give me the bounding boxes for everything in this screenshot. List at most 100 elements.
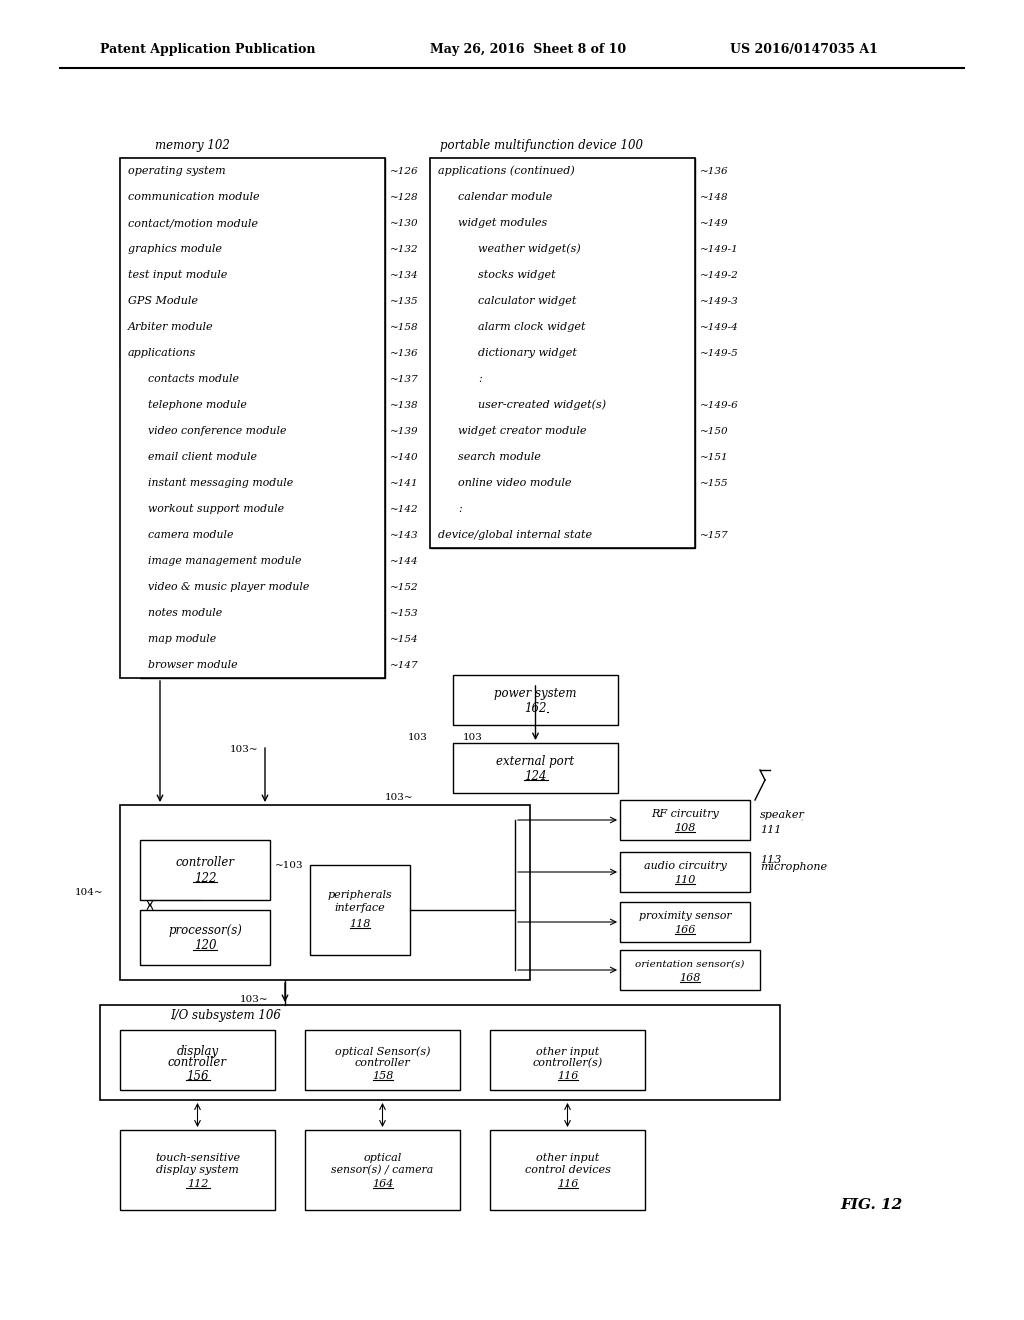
Text: ~147: ~147 bbox=[390, 660, 419, 669]
Text: peripherals: peripherals bbox=[328, 890, 392, 900]
Text: ~130: ~130 bbox=[390, 219, 419, 227]
Text: weather widget(s): weather widget(s) bbox=[478, 244, 581, 255]
Text: Patent Application Publication: Patent Application Publication bbox=[100, 44, 315, 57]
Text: ~152: ~152 bbox=[390, 582, 419, 591]
Bar bbox=[305, 1130, 460, 1210]
Text: ~149-5: ~149-5 bbox=[700, 348, 738, 358]
Text: ~149-6: ~149-6 bbox=[700, 400, 738, 409]
Text: email client module: email client module bbox=[148, 451, 257, 462]
Text: 164: 164 bbox=[372, 1179, 393, 1189]
Bar bbox=[120, 288, 385, 314]
Text: display: display bbox=[176, 1045, 218, 1059]
Text: ~149-4: ~149-4 bbox=[700, 322, 738, 331]
Bar bbox=[140, 652, 385, 678]
Text: ~158: ~158 bbox=[390, 322, 419, 331]
Bar bbox=[450, 418, 695, 444]
Text: 158: 158 bbox=[372, 1071, 393, 1081]
Text: ~154: ~154 bbox=[390, 635, 419, 644]
Text: touch-sensitive: touch-sensitive bbox=[155, 1152, 240, 1163]
Bar bbox=[120, 1030, 275, 1090]
Text: instant messaging module: instant messaging module bbox=[148, 478, 293, 488]
Bar bbox=[120, 183, 385, 210]
Text: communication module: communication module bbox=[128, 191, 260, 202]
Bar bbox=[120, 805, 530, 979]
Text: optical: optical bbox=[364, 1152, 401, 1163]
Text: I/O subsystem 106: I/O subsystem 106 bbox=[170, 1008, 281, 1022]
Text: user-created widget(s): user-created widget(s) bbox=[478, 400, 606, 411]
Bar bbox=[140, 521, 385, 548]
Bar bbox=[620, 851, 750, 892]
Bar bbox=[140, 840, 270, 900]
Bar bbox=[470, 236, 695, 261]
Text: contacts module: contacts module bbox=[148, 374, 239, 384]
Text: 116: 116 bbox=[557, 1179, 579, 1189]
Bar bbox=[305, 1030, 460, 1090]
Bar bbox=[430, 521, 695, 548]
Text: sensor(s) / camera: sensor(s) / camera bbox=[332, 1164, 433, 1175]
Text: ~142: ~142 bbox=[390, 504, 419, 513]
Text: 103~: 103~ bbox=[230, 746, 259, 755]
Text: 103~: 103~ bbox=[240, 995, 268, 1005]
Text: alarm clock widget: alarm clock widget bbox=[478, 322, 586, 333]
Bar bbox=[450, 496, 695, 521]
Text: ~149-1: ~149-1 bbox=[700, 244, 738, 253]
Text: ~138: ~138 bbox=[390, 400, 419, 409]
Bar bbox=[140, 496, 385, 521]
Bar bbox=[450, 210, 695, 236]
Text: US 2016/0147035 A1: US 2016/0147035 A1 bbox=[730, 44, 878, 57]
Text: 124: 124 bbox=[524, 770, 547, 783]
Text: :: : bbox=[458, 504, 462, 513]
Text: May 26, 2016  Sheet 8 of 10: May 26, 2016 Sheet 8 of 10 bbox=[430, 44, 626, 57]
Text: operating system: operating system bbox=[128, 166, 225, 176]
Bar bbox=[140, 548, 385, 574]
Text: other input: other input bbox=[536, 1047, 599, 1057]
Bar bbox=[140, 444, 385, 470]
Bar bbox=[140, 366, 385, 392]
Text: online video module: online video module bbox=[458, 478, 571, 488]
Text: widget modules: widget modules bbox=[458, 218, 547, 228]
Text: portable multifunction device 100: portable multifunction device 100 bbox=[440, 139, 643, 152]
Text: audio circuitry: audio circuitry bbox=[644, 861, 726, 871]
Bar bbox=[120, 210, 385, 236]
Bar bbox=[620, 950, 760, 990]
Bar bbox=[470, 314, 695, 341]
Text: ~149-3: ~149-3 bbox=[700, 297, 738, 305]
Text: ~135: ~135 bbox=[390, 297, 419, 305]
Text: 116: 116 bbox=[557, 1071, 579, 1081]
Text: orientation sensor(s): orientation sensor(s) bbox=[635, 960, 744, 969]
Text: 118: 118 bbox=[349, 919, 371, 929]
Text: workout support module: workout support module bbox=[148, 504, 284, 513]
Text: calendar module: calendar module bbox=[458, 191, 552, 202]
Text: ~136: ~136 bbox=[390, 348, 419, 358]
Text: image management module: image management module bbox=[148, 556, 301, 566]
Bar bbox=[120, 1130, 275, 1210]
Bar bbox=[140, 909, 270, 965]
Text: ~143: ~143 bbox=[390, 531, 419, 540]
Text: external port: external port bbox=[497, 755, 574, 768]
Bar bbox=[470, 366, 695, 392]
Text: stocks widget: stocks widget bbox=[478, 271, 556, 280]
Text: :: : bbox=[478, 374, 481, 384]
Bar bbox=[450, 444, 695, 470]
Text: ~128: ~128 bbox=[390, 193, 419, 202]
Bar bbox=[450, 183, 695, 210]
Text: ~134: ~134 bbox=[390, 271, 419, 280]
Text: applications: applications bbox=[128, 348, 197, 358]
Text: control devices: control devices bbox=[524, 1166, 610, 1175]
Text: ~157: ~157 bbox=[700, 531, 729, 540]
Text: ~137: ~137 bbox=[390, 375, 419, 384]
Bar bbox=[310, 865, 410, 954]
Text: controller: controller bbox=[175, 857, 234, 870]
Text: proximity sensor: proximity sensor bbox=[639, 911, 731, 921]
Text: ~103: ~103 bbox=[275, 861, 304, 870]
Bar bbox=[120, 314, 385, 341]
Text: power system: power system bbox=[495, 688, 577, 701]
Text: ~148: ~148 bbox=[700, 193, 729, 202]
Text: controller: controller bbox=[168, 1056, 227, 1069]
Text: 120: 120 bbox=[194, 939, 216, 952]
Text: ~141: ~141 bbox=[390, 479, 419, 487]
Text: 103: 103 bbox=[408, 734, 428, 742]
Text: display system: display system bbox=[156, 1166, 239, 1175]
Bar bbox=[620, 902, 750, 942]
Bar bbox=[140, 601, 385, 626]
